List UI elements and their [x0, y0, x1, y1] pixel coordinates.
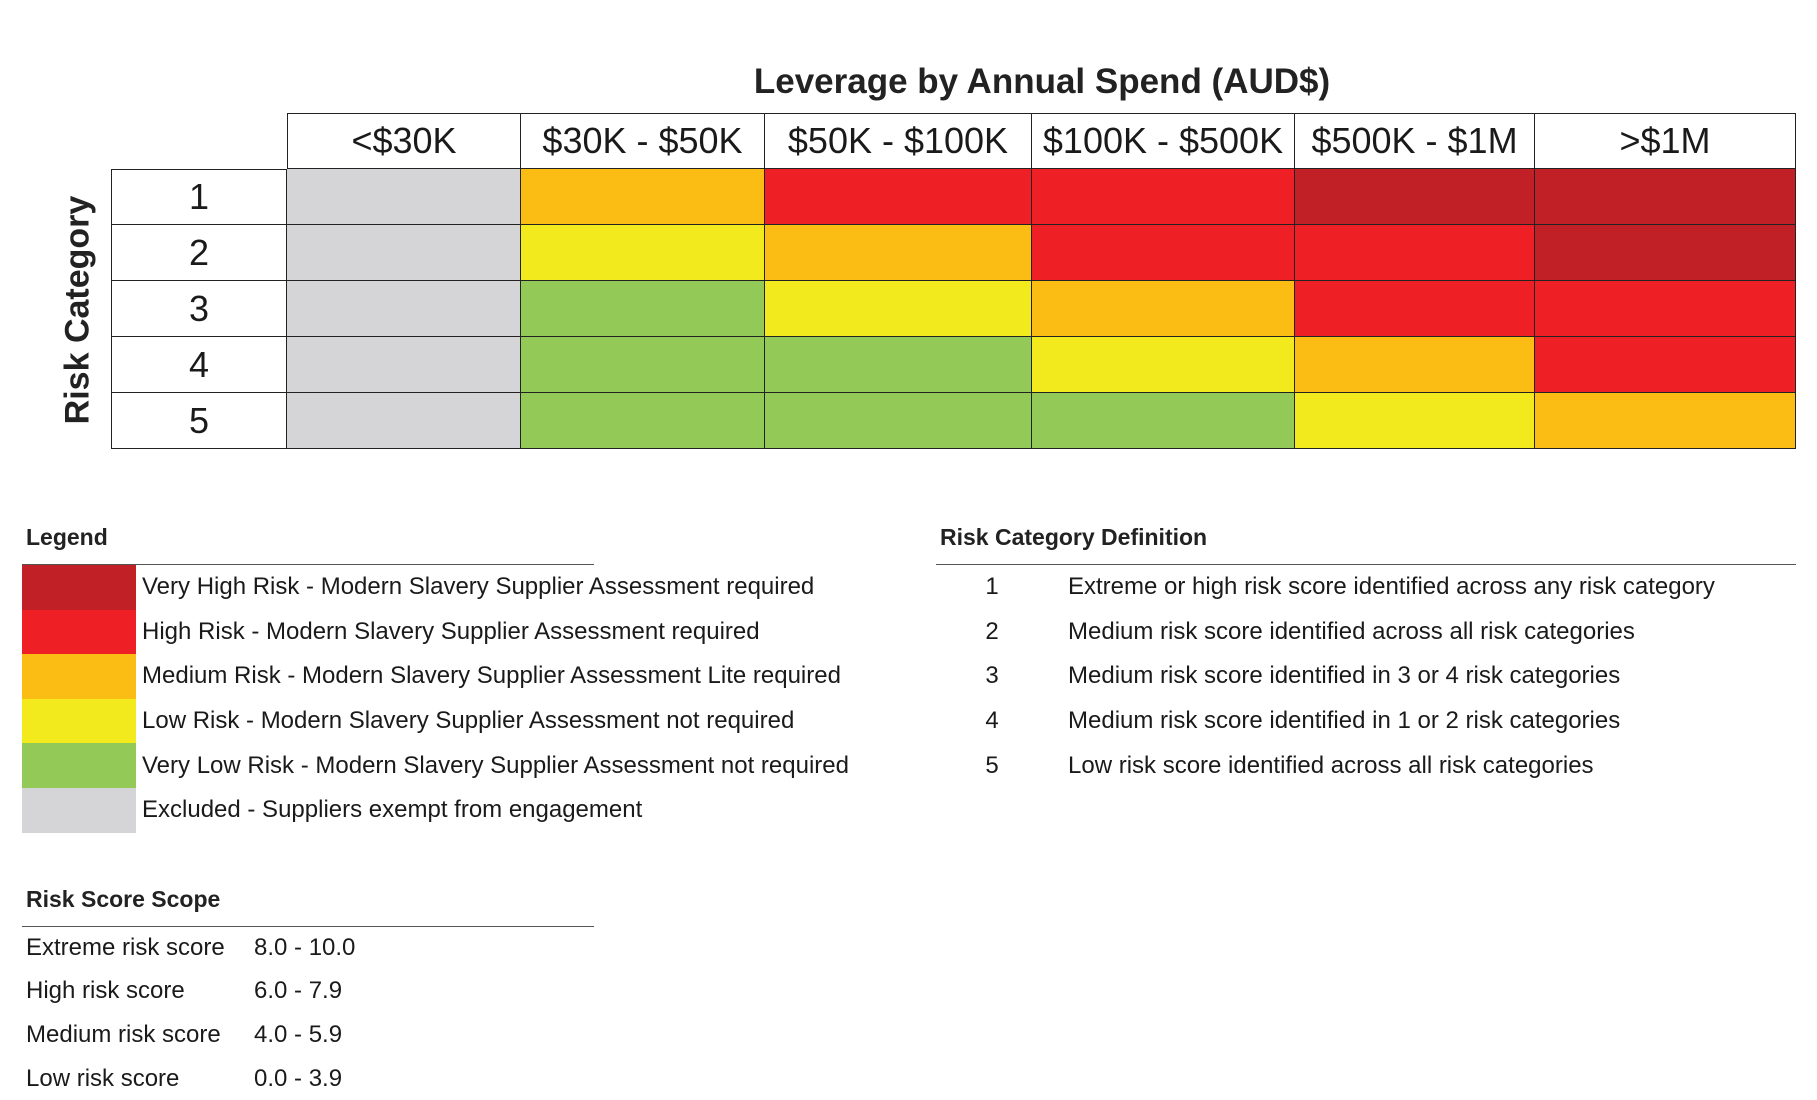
legend-swatch	[22, 654, 136, 699]
legend-label: Excluded - Suppliers exempt from engagem…	[142, 796, 643, 824]
definition-number: 1	[985, 573, 999, 601]
legend-swatch	[22, 743, 136, 788]
risk-matrix-grid: <$30K $30K - $50K $50K - $100K $100K - $500…	[111, 113, 1796, 449]
scope-item: High risk score 6.0 - 7.9	[26, 970, 355, 1014]
scope-title: Risk Score Scope	[26, 886, 221, 912]
legend-label: Medium Risk - Modern Slavery Supplier As…	[142, 662, 841, 690]
legend-swatch	[22, 787, 136, 833]
matrix-cell	[1535, 393, 1796, 449]
matrix-cell	[287, 225, 521, 281]
definition-item: 5 Low risk score identified across all ri…	[936, 743, 1715, 788]
matrix-cell	[1295, 169, 1535, 225]
matrix-cell	[521, 393, 765, 449]
matrix-cell	[1032, 225, 1295, 281]
matrix-cell	[1295, 225, 1535, 281]
matrix-cell	[765, 393, 1032, 449]
definition-item: 4 Medium risk score identified in 1 or 2 …	[936, 699, 1715, 744]
legend-swatch	[22, 698, 136, 744]
matrix-title: Leverage by Annual Spend (AUD$)	[753, 62, 1331, 101]
scope-range: 6.0 - 7.9	[254, 977, 343, 1005]
legend-item: Excluded - Suppliers exempt from engagem…	[22, 787, 849, 833]
matrix-cell	[1535, 169, 1796, 225]
legend-swatch	[22, 609, 136, 655]
definition-text: Medium risk score identified in 3 or 4 r…	[1068, 662, 1621, 690]
matrix-cell	[287, 393, 521, 449]
definition-number: 5	[985, 751, 999, 779]
scope-range: 0.0 - 3.9	[254, 1064, 343, 1092]
definition-text: Medium risk score identified across all …	[1068, 617, 1635, 645]
matrix-cell	[521, 225, 765, 281]
legend-item: Low Risk - Modern Slavery Supplier Asses…	[22, 698, 849, 744]
matrix-cell	[521, 281, 765, 337]
legend-title: Legend	[26, 524, 108, 550]
column-header: >$1M	[1535, 113, 1796, 169]
scope-item: Low risk score 0.0 - 3.9	[26, 1057, 355, 1100]
legend-item: High Risk - Modern Slavery Supplier Asse…	[22, 609, 849, 655]
matrix-corner	[111, 113, 287, 169]
matrix-cell	[1535, 337, 1796, 393]
row-label: 1	[111, 169, 287, 225]
definitions-divider	[936, 564, 1796, 565]
definition-number: 3	[985, 662, 999, 690]
scope-label: Medium risk score	[26, 1020, 221, 1048]
definitions-list: 1 Extreme or high risk score identified a…	[936, 565, 1715, 788]
matrix-cell	[1295, 281, 1535, 337]
row-label: 5	[111, 393, 287, 449]
matrix-cell	[1295, 337, 1535, 393]
matrix-cell	[765, 281, 1032, 337]
scope-label: High risk score	[26, 977, 185, 1005]
legend-item: Very Low Risk - Modern Slavery Supplier …	[22, 743, 849, 788]
matrix-cell	[1032, 337, 1295, 393]
matrix-cell	[1535, 281, 1796, 337]
matrix-cell	[287, 169, 521, 225]
legend-list: Very High Risk - Modern Slavery Supplier…	[22, 565, 849, 833]
scope-range: 4.0 - 5.9	[254, 1020, 343, 1048]
column-header: $100K - $500K	[1032, 113, 1295, 169]
legend-item: Very High Risk - Modern Slavery Supplier…	[22, 565, 849, 610]
matrix-cell	[1032, 281, 1295, 337]
scope-item: Extreme risk score 8.0 - 10.0	[26, 926, 355, 970]
legend-label: High Risk - Modern Slavery Supplier Asse…	[142, 617, 760, 645]
legend-item: Medium Risk - Modern Slavery Supplier As…	[22, 654, 849, 699]
definition-item: 1 Extreme or high risk score identified a…	[936, 565, 1715, 610]
definition-text: Low risk score identified across all ris…	[1068, 751, 1594, 779]
legend-label: Low Risk - Modern Slavery Supplier Asses…	[142, 707, 795, 735]
legend-swatch	[22, 565, 136, 610]
scope-list: Extreme risk score 8.0 - 10.0 High risk sc…	[26, 926, 355, 1100]
matrix-cell	[287, 281, 521, 337]
scope-label: Extreme risk score	[26, 933, 225, 961]
column-header: <$30K	[287, 113, 521, 169]
matrix-cell	[1032, 393, 1295, 449]
matrix-cell	[1295, 393, 1535, 449]
matrix-cell	[1032, 169, 1295, 225]
matrix-cell	[765, 169, 1032, 225]
definition-number: 4	[985, 707, 999, 735]
definition-item: 2 Medium risk score identified across all…	[936, 610, 1715, 655]
legend-divider	[22, 564, 594, 565]
matrix-cell	[765, 337, 1032, 393]
column-header: $50K - $100K	[765, 113, 1032, 169]
legend-label: Very High Risk - Modern Slavery Supplier…	[142, 573, 815, 601]
definition-text: Extreme or high risk score identified ac…	[1068, 573, 1715, 601]
definition-item: 3 Medium risk score identified in 3 or 4 …	[936, 654, 1715, 699]
scope-item: Medium risk score 4.0 - 5.9	[26, 1013, 355, 1057]
column-header: $500K - $1M	[1295, 113, 1535, 169]
row-label: 2	[111, 225, 287, 281]
definitions-title: Risk Category Definition	[940, 524, 1208, 550]
column-header: $30K - $50K	[521, 113, 765, 169]
scope-label: Low risk score	[26, 1064, 180, 1092]
matrix-cell	[521, 169, 765, 225]
matrix-cell	[287, 337, 521, 393]
matrix-cell	[1535, 225, 1796, 281]
legend-label: Very Low Risk - Modern Slavery Supplier …	[142, 751, 849, 779]
y-axis-title: Risk Category	[58, 195, 97, 425]
definition-number: 2	[985, 617, 999, 645]
row-label: 3	[111, 281, 287, 337]
scope-divider	[22, 926, 594, 927]
row-label: 4	[111, 337, 287, 393]
matrix-cell	[521, 337, 765, 393]
matrix-cell	[765, 225, 1032, 281]
definition-text: Medium risk score identified in 1 or 2 r…	[1068, 707, 1621, 735]
scope-range: 8.0 - 10.0	[254, 933, 356, 961]
